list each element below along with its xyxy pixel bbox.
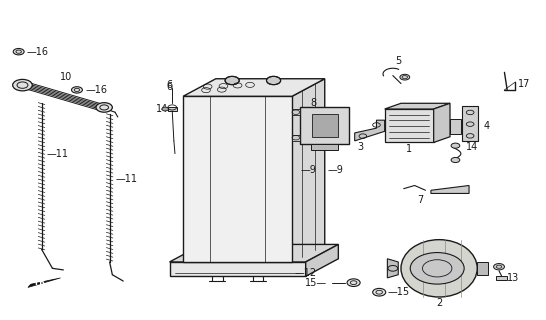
- Polygon shape: [384, 109, 434, 142]
- Text: —11: —11: [47, 148, 69, 159]
- Text: 6: 6: [167, 82, 173, 92]
- Circle shape: [13, 79, 32, 91]
- Circle shape: [72, 87, 82, 93]
- Polygon shape: [434, 103, 450, 142]
- Text: 3: 3: [357, 142, 363, 152]
- Polygon shape: [183, 96, 292, 262]
- Polygon shape: [355, 120, 384, 141]
- Circle shape: [13, 49, 24, 55]
- Circle shape: [410, 252, 464, 284]
- Circle shape: [451, 157, 460, 163]
- Text: —11: —11: [115, 174, 137, 184]
- Text: 15—: 15—: [305, 278, 327, 288]
- Polygon shape: [306, 244, 339, 276]
- Text: 1: 1: [406, 144, 412, 154]
- Text: —9: —9: [300, 164, 316, 174]
- Polygon shape: [292, 79, 325, 262]
- Circle shape: [373, 288, 385, 296]
- Text: 5: 5: [395, 56, 401, 66]
- Polygon shape: [300, 108, 349, 144]
- Text: —15: —15: [388, 287, 410, 297]
- Polygon shape: [387, 259, 398, 278]
- Polygon shape: [169, 262, 306, 276]
- Circle shape: [451, 143, 460, 148]
- Text: 4: 4: [484, 121, 490, 131]
- Text: 8: 8: [311, 98, 317, 108]
- Text: 14: 14: [466, 142, 479, 152]
- Text: 17: 17: [518, 78, 531, 89]
- Ellipse shape: [401, 240, 477, 297]
- Circle shape: [400, 74, 410, 80]
- Polygon shape: [450, 119, 461, 133]
- Text: —16: —16: [85, 85, 107, 95]
- Polygon shape: [312, 115, 339, 137]
- Polygon shape: [431, 186, 469, 194]
- Polygon shape: [477, 262, 488, 275]
- Text: 2: 2: [436, 298, 442, 308]
- Text: —16: —16: [27, 47, 49, 57]
- Circle shape: [225, 76, 239, 85]
- Text: 10: 10: [60, 72, 72, 82]
- Polygon shape: [311, 144, 339, 150]
- Polygon shape: [384, 103, 450, 109]
- Circle shape: [162, 107, 168, 111]
- Text: —9: —9: [328, 165, 343, 175]
- Text: 6: 6: [167, 80, 173, 90]
- Polygon shape: [292, 109, 300, 116]
- Circle shape: [494, 264, 505, 270]
- Polygon shape: [292, 134, 300, 141]
- Polygon shape: [169, 244, 339, 262]
- Circle shape: [266, 76, 281, 85]
- Polygon shape: [462, 106, 478, 141]
- Text: 13: 13: [507, 273, 519, 283]
- Text: 7: 7: [417, 195, 423, 205]
- Circle shape: [96, 103, 112, 112]
- Polygon shape: [496, 276, 507, 280]
- Polygon shape: [168, 108, 176, 111]
- Polygon shape: [28, 278, 61, 287]
- Text: FR.: FR.: [34, 278, 49, 287]
- Text: —12: —12: [295, 268, 317, 278]
- Text: 14: 14: [156, 104, 168, 114]
- Circle shape: [347, 279, 360, 286]
- Polygon shape: [183, 79, 325, 96]
